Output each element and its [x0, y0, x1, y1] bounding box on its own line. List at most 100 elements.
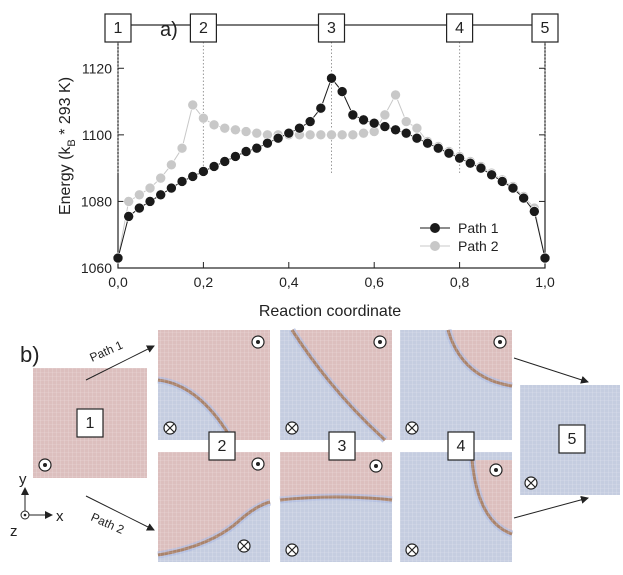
- arrow: [85, 495, 155, 531]
- legend-label: Path 1: [458, 220, 499, 236]
- arrow: [513, 357, 589, 384]
- state-box: [208, 431, 236, 461]
- marker-label: 3: [327, 20, 336, 37]
- marker-box: [104, 13, 132, 43]
- data-point: [529, 206, 540, 217]
- out-of-plane-symbol: [251, 457, 265, 471]
- y-tick-label: 1080: [81, 193, 112, 209]
- y-label-rest: * 293 K): [57, 77, 74, 139]
- y-label-main: Energy (k: [57, 146, 74, 215]
- marker-label: 1: [114, 20, 123, 37]
- texture-grid: [280, 330, 392, 440]
- out-of-plane-symbol: [373, 335, 387, 349]
- data-point: [219, 156, 231, 167]
- data-point: [304, 116, 316, 127]
- state-label: 3: [338, 438, 347, 455]
- texture-grid: [400, 330, 512, 440]
- y-tick-label: 1100: [82, 127, 112, 143]
- data-point: [187, 171, 199, 182]
- data-point: [486, 169, 497, 181]
- data-point: [400, 116, 412, 127]
- data-point: [251, 142, 263, 154]
- data-point: [347, 109, 359, 121]
- y-tick-label: 1120: [82, 60, 112, 76]
- into-plane-symbol: [163, 421, 177, 435]
- marker-box: [446, 13, 474, 43]
- data-point: [422, 137, 433, 149]
- data-point: [475, 162, 487, 174]
- data-point: [123, 211, 134, 222]
- out-of-plane-symbol: [369, 459, 383, 473]
- data-point: [134, 202, 145, 214]
- into-plane-symbol: [524, 476, 538, 490]
- data-point: [539, 252, 551, 264]
- x-tick-label: 0,2: [194, 274, 214, 290]
- data-point: [144, 182, 156, 194]
- state-label: 4: [457, 438, 466, 455]
- data-point: [294, 122, 305, 134]
- data-point: [176, 142, 188, 154]
- state-box: [447, 431, 475, 461]
- data-point: [166, 182, 177, 194]
- data-point: [166, 159, 177, 171]
- data-point: [454, 152, 465, 164]
- x-tick-label: 0,4: [279, 274, 299, 290]
- data-point: [336, 86, 348, 97]
- data-point: [144, 196, 156, 207]
- data-point: [155, 189, 166, 201]
- into-plane-symbol: [405, 543, 419, 557]
- y-axis-label: Energy (kB * 293 K): [57, 77, 78, 215]
- panel-b: b): [10, 328, 620, 562]
- data-point: [262, 137, 273, 149]
- x-axis-label: Reaction coordinate: [259, 303, 401, 320]
- z-axis-symbol: [23, 513, 27, 517]
- data-point: [347, 129, 359, 141]
- plot-area: 1060 1080 1100 1120 0,0 0,2 0,4 0,6 0,8 1,0 1 2 3 4 5 P…: [81, 13, 559, 290]
- out-of-plane-symbol: [493, 335, 507, 349]
- axis-name: z: [10, 523, 18, 540]
- data-point: [230, 151, 241, 162]
- out-of-plane-symbol: [251, 335, 265, 349]
- data-point: [208, 161, 220, 172]
- data-point: [518, 192, 529, 204]
- data-point: [390, 89, 401, 101]
- into-plane-symbol: [237, 539, 251, 553]
- data-point: [315, 102, 327, 114]
- data-point: [304, 129, 316, 141]
- data-point: [507, 182, 519, 194]
- marker-box: [189, 13, 217, 43]
- data-point: [230, 124, 241, 136]
- data-point: [443, 147, 455, 159]
- data-point: [496, 176, 508, 187]
- x-tick-label: 0,6: [364, 274, 384, 290]
- data-point: [219, 122, 231, 134]
- data-point: [283, 127, 295, 139]
- data-point: [155, 172, 166, 184]
- marker-box: [531, 13, 559, 43]
- data-point: [134, 189, 145, 201]
- data-point: [358, 114, 369, 126]
- data-point: [123, 196, 134, 207]
- texture-grid: [158, 330, 270, 440]
- path-label: Path 1: [88, 338, 126, 365]
- data-point: [198, 112, 209, 124]
- data-point: [112, 252, 124, 264]
- panel-label: b): [20, 342, 40, 367]
- out-of-plane-symbol: [489, 463, 503, 477]
- data-point: [187, 99, 199, 111]
- data-point: [368, 117, 380, 129]
- arrow: [85, 345, 155, 381]
- into-plane-symbol: [285, 421, 299, 435]
- legend-marker: [430, 223, 440, 233]
- state-box: [328, 431, 356, 461]
- texture-grid: [158, 452, 270, 562]
- data-point: [208, 119, 220, 131]
- data-point: [326, 72, 337, 84]
- axis-name: y: [19, 471, 27, 488]
- y-tick-label: 1060: [81, 260, 112, 276]
- marker-label: 5: [541, 20, 550, 37]
- legend-label: Path 2: [458, 238, 499, 254]
- data-point: [411, 132, 423, 144]
- marker-label: 4: [455, 20, 464, 37]
